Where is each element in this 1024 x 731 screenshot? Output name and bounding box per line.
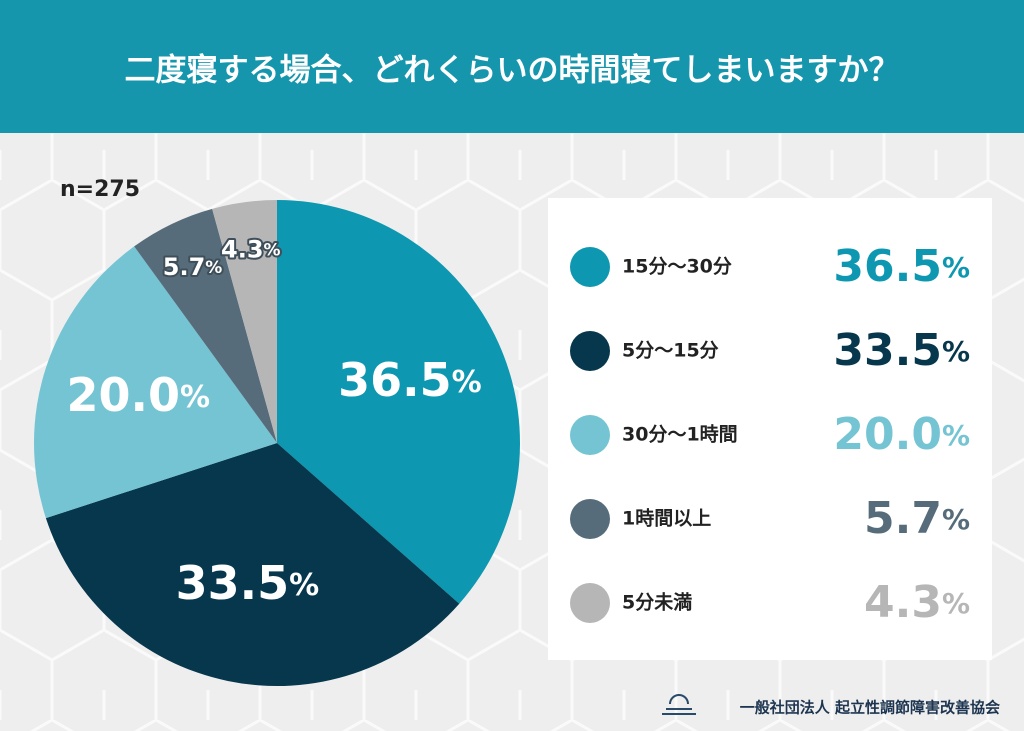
slice-label: 5.7%: [163, 253, 223, 281]
legend-swatch: [570, 499, 610, 539]
slice-label: 33.5%: [176, 555, 320, 609]
organization: 一般社団法人 起立性調節障害改善協会: [740, 699, 1000, 717]
pie-slice: [212, 200, 277, 443]
pie-slice: [34, 246, 278, 519]
title-bar: [0, 0, 1024, 133]
pie-slice: [45, 443, 460, 686]
legend-value: 20.0%: [833, 409, 970, 460]
slice-label: 4.3%: [221, 235, 281, 263]
legend-label: 1時間以上: [622, 508, 711, 530]
legend-value: 5.7%: [864, 493, 970, 544]
logo-icon: [662, 694, 696, 715]
legend-value: 36.5%: [833, 241, 970, 292]
legend-label: 30分～1時間: [622, 424, 738, 446]
legend-label: 15分～30分: [622, 256, 732, 278]
legend-swatch: [570, 331, 610, 371]
chart-title: 二度寝する場合、どれくらいの時間寝てしまいますか？: [125, 53, 900, 89]
pie-slice: [277, 200, 520, 604]
pie-slice: [134, 208, 277, 443]
legend-swatch: [570, 415, 610, 455]
sample-size: n=275: [60, 177, 140, 202]
footer: 一般社団法人 起立性調節障害改善協会: [662, 694, 1000, 717]
legend-value: 4.3%: [864, 577, 970, 628]
slice-label: 20.0%: [67, 367, 211, 421]
legend-label: 5分未満: [622, 591, 692, 614]
legend-box: [548, 198, 992, 660]
legend-label: 5分～15分: [622, 340, 719, 362]
slice-label: 36.5%: [338, 353, 482, 407]
legend-value: 33.5%: [833, 325, 970, 376]
legend-swatch: [570, 583, 610, 623]
legend-swatch: [570, 247, 610, 287]
